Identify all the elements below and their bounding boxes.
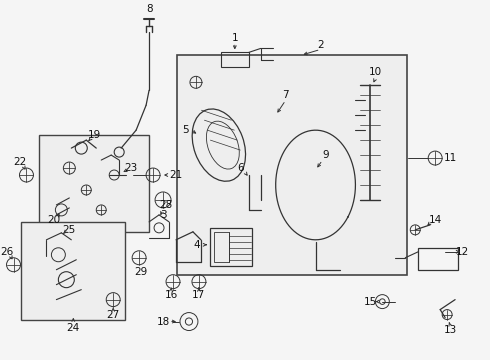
Text: 21: 21 (170, 170, 183, 180)
Text: 25: 25 (63, 225, 76, 235)
Text: 26: 26 (0, 247, 13, 257)
Text: 6: 6 (238, 163, 244, 173)
Text: 8: 8 (146, 4, 152, 14)
Text: 12: 12 (456, 247, 469, 257)
Text: 23: 23 (124, 163, 138, 173)
Text: 7: 7 (282, 90, 289, 100)
Text: 29: 29 (134, 267, 147, 277)
Text: 5: 5 (183, 125, 189, 135)
Text: 28: 28 (159, 200, 172, 210)
Text: 1: 1 (231, 33, 238, 44)
Bar (418, 248, 458, 270)
Text: 18: 18 (156, 316, 170, 327)
Bar (177, 55, 407, 275)
Bar (39, 135, 149, 232)
Text: 22: 22 (13, 157, 26, 167)
Text: 20: 20 (47, 215, 60, 225)
Text: 24: 24 (67, 323, 80, 333)
Text: 13: 13 (443, 324, 457, 334)
Text: 3: 3 (160, 210, 166, 220)
Bar (22, 222, 125, 320)
Text: 15: 15 (364, 297, 377, 307)
Text: 19: 19 (88, 130, 101, 140)
Text: 14: 14 (429, 215, 442, 225)
Text: 17: 17 (192, 290, 205, 300)
Bar (214, 232, 229, 262)
Bar (221, 53, 249, 67)
Text: 4: 4 (194, 240, 200, 250)
Text: 11: 11 (443, 153, 457, 163)
Text: 9: 9 (322, 150, 329, 160)
Text: 27: 27 (106, 310, 120, 320)
Text: 16: 16 (164, 290, 178, 300)
Text: 2: 2 (317, 40, 324, 50)
Bar (210, 228, 252, 266)
Text: 10: 10 (369, 67, 382, 77)
